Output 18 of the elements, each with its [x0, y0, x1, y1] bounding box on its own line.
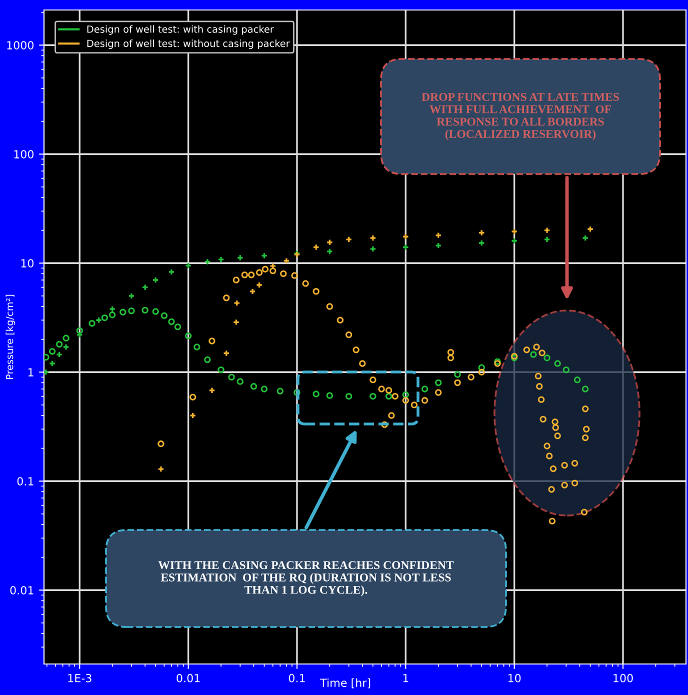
- y-tick-label: 0.1: [17, 477, 34, 486]
- y-tick-label: 10: [21, 259, 34, 268]
- legend-label: Design of well test: without casing packer: [87, 40, 290, 49]
- x-tick-label: 0.1: [288, 674, 305, 682]
- annotation: WITH THE CASING PACKER REACHES CONFIDENT ESTIMATION OF THE RQ (DURATION IS NOT LESS THAN 1 LOG CYCLE).: [158, 561, 454, 596]
- annotation: DROP FUNCTIONS AT LATE TIMES WITH FULL ACHIEVEMENT OF RESPONSE TO ALL BORDERS (LOCALIZED RESERVOIR): [422, 93, 619, 140]
- x-tick-label: 10: [508, 674, 521, 682]
- y-tick-label: 1: [28, 368, 34, 376]
- x-tick-label: 100: [614, 674, 633, 682]
- legend-label: Design of well test: with casing packer: [87, 25, 274, 35]
- y-axis-title: Pressure [kg/cm²]: [6, 294, 16, 380]
- x-axis-title: Time [hr]: [320, 678, 370, 688]
- x-tick-label: 0.01: [176, 674, 200, 682]
- x-tick-label: 1: [403, 674, 408, 682]
- x-tick-label: 1E-3: [68, 674, 92, 682]
- y-tick-label: 1000: [7, 41, 34, 50]
- y-tick-label: 100: [14, 150, 34, 158]
- y-tick-label: 0.01: [10, 586, 34, 594]
